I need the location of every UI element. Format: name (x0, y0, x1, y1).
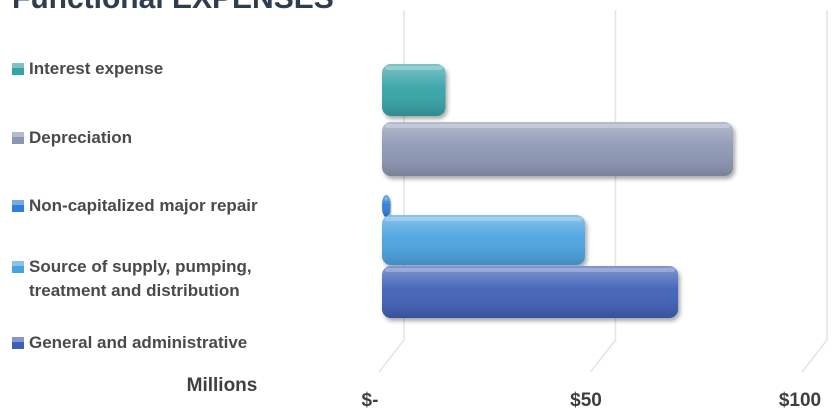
chart-title: Functional EXPENSES (12, 0, 334, 15)
units-label: Millions (187, 375, 258, 396)
legend-item-0: Interest expense (12, 59, 163, 78)
x-tick-label-2: $100 (779, 390, 821, 411)
x-tick-label-0: $- (362, 390, 379, 411)
gridline-base-2 (801, 339, 828, 373)
legend-swatch-4 (12, 337, 24, 349)
bar-3 (382, 215, 586, 265)
legend-label-4-0: General and administrative (29, 333, 247, 352)
legend-label-1-0: Depreciation (29, 128, 132, 147)
legend-label-3-1: treatment and distribution (29, 281, 240, 300)
legend-swatch-0 (12, 63, 24, 75)
legend-item-1: Depreciation (12, 128, 132, 147)
x-axis-ticks: $- $50 $100 (362, 390, 822, 411)
legend-label-2-0: Non-capitalized major repair (29, 196, 258, 215)
legend-item-4: General and administrative (12, 333, 247, 352)
legend-item-3: Source of supply, pumping, treatment and … (12, 257, 252, 300)
legend-swatch-2 (12, 200, 24, 212)
legend-label-3-0: Source of supply, pumping, (29, 257, 252, 276)
bar-0 (382, 64, 446, 116)
bars-group (382, 64, 734, 318)
gridline-base-1 (589, 339, 617, 373)
bar-1 (382, 122, 734, 176)
legend-item-2: Non-capitalized major repair (12, 196, 258, 215)
legend-swatch-3 (12, 261, 24, 273)
legend: Interest expense Depreciation Non-capitali… (12, 59, 258, 352)
legend-swatch-1 (12, 132, 24, 144)
gridline-base-0 (378, 339, 405, 373)
bar-2 (382, 195, 391, 217)
bar-4 (382, 266, 679, 318)
legend-label-0-0: Interest expense (29, 59, 163, 78)
x-tick-label-1: $50 (570, 390, 602, 411)
